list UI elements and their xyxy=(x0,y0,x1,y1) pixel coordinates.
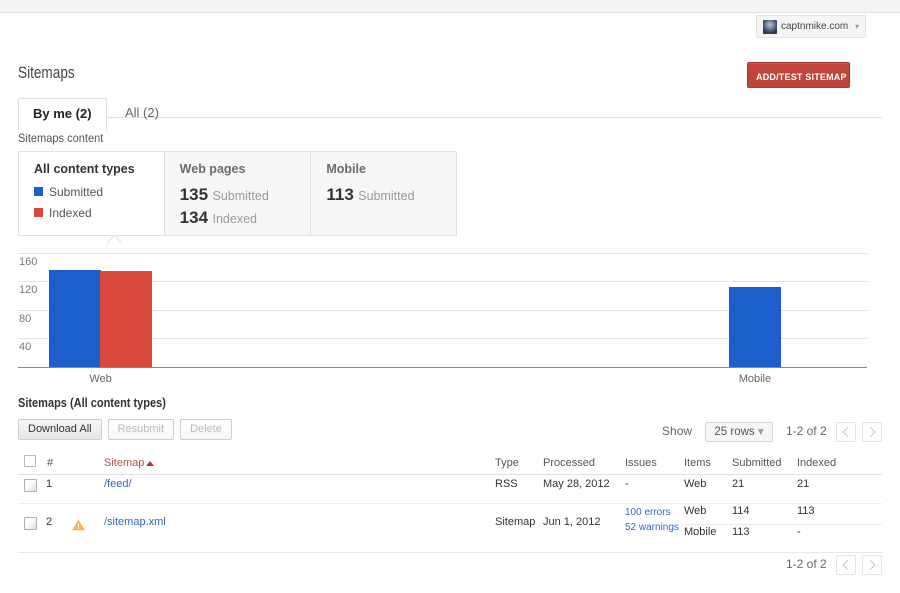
svg-text:!: ! xyxy=(77,524,79,531)
